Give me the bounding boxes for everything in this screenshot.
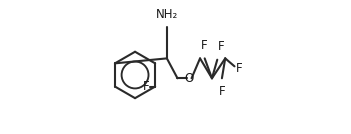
Text: F: F: [219, 85, 225, 98]
Text: F: F: [143, 80, 149, 93]
Text: NH₂: NH₂: [156, 8, 178, 21]
Text: F: F: [201, 39, 208, 52]
Text: F: F: [218, 40, 225, 53]
Text: O: O: [185, 72, 194, 85]
Text: F: F: [236, 62, 243, 75]
